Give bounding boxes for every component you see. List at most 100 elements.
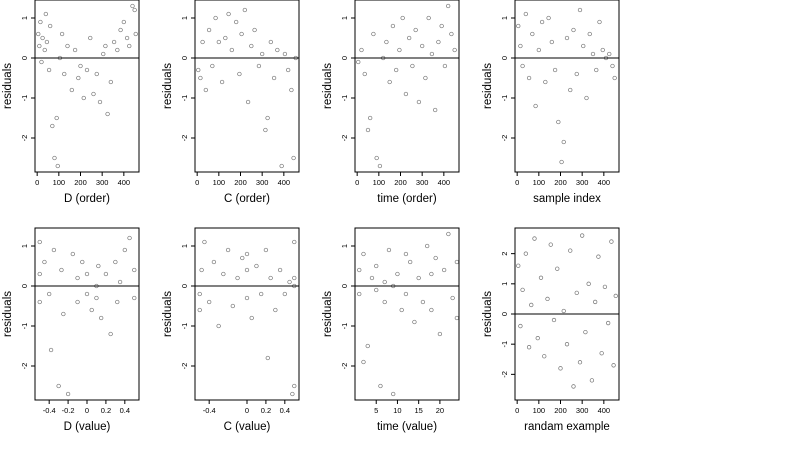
data-point — [454, 315, 460, 321]
data-point — [558, 366, 563, 371]
data-point — [211, 259, 217, 265]
x-axis-title: D (order) — [64, 193, 110, 205]
data-point — [254, 263, 259, 269]
y-tick-label: 0 — [500, 312, 509, 316]
scatter-panel-8: 0 100 200 300 400 -2 -1 0 1 2 randam example residu… — [482, 227, 620, 433]
x-tick-label: 200 — [234, 178, 247, 187]
data-point — [374, 155, 379, 161]
data-point — [122, 247, 127, 253]
x-tick-label: 400 — [118, 178, 131, 187]
data-point — [226, 11, 231, 17]
data-point — [362, 71, 367, 77]
data-point — [37, 271, 42, 277]
data-point — [234, 19, 239, 25]
data-point — [423, 75, 428, 81]
data-point — [391, 283, 396, 289]
data-point — [403, 91, 409, 97]
x-tick-label: 100 — [373, 178, 386, 187]
y-tick-label: -1 — [500, 95, 509, 102]
data-point — [606, 320, 611, 326]
x-tick-label: 300 — [416, 178, 429, 187]
data-point — [260, 51, 265, 57]
data-point — [38, 19, 43, 25]
data-point — [78, 63, 83, 69]
x-tick-label: 0.4 — [280, 406, 290, 415]
data-point — [275, 47, 280, 53]
data-point — [420, 299, 426, 305]
data-point — [108, 331, 113, 337]
data-point — [96, 263, 101, 269]
data-point — [403, 251, 409, 257]
data-point — [70, 251, 75, 257]
scatter-panel-6: -0.4 0 0.2 0.4 -2 -1 0 1 C (value) residuals — [162, 227, 300, 433]
data-point — [44, 39, 50, 45]
data-point — [555, 266, 560, 271]
x-axis-title: C (order) — [224, 193, 270, 205]
data-point — [202, 239, 207, 245]
data-point — [89, 307, 94, 313]
data-point — [449, 31, 454, 37]
y-tick-label: 0 — [20, 284, 29, 288]
data-point — [410, 63, 415, 69]
x-tick-label: 400 — [438, 178, 451, 187]
y-tick-label: -1 — [500, 341, 509, 348]
data-point — [65, 391, 71, 397]
data-point — [56, 383, 61, 389]
data-point — [52, 155, 57, 161]
data-point — [613, 293, 618, 299]
data-point — [546, 15, 551, 21]
x-axis-title: time (order) — [377, 193, 437, 205]
y-tick-label: 0 — [340, 284, 349, 288]
x-tick-label: 400 — [598, 406, 611, 415]
data-point — [520, 287, 525, 293]
data-point — [574, 290, 579, 296]
data-point — [249, 43, 254, 49]
x-axis-title: C (value) — [224, 421, 271, 433]
data-point — [65, 43, 70, 49]
data-point — [291, 155, 296, 161]
x-tick-label: 200 — [74, 178, 87, 187]
data-point — [244, 251, 250, 257]
data-point — [84, 67, 90, 73]
data-point — [91, 91, 96, 97]
data-point — [374, 287, 379, 293]
x-tick-label: 200 — [394, 178, 407, 187]
data-point — [203, 87, 208, 93]
data-point — [516, 23, 521, 29]
data-point — [571, 27, 576, 33]
y-axis-title: residuals — [482, 63, 494, 109]
data-point — [516, 263, 521, 268]
x-axis-title: D (value) — [64, 421, 111, 433]
y-tick-label: -2 — [500, 371, 509, 378]
data-point — [69, 87, 74, 93]
data-point — [259, 291, 264, 297]
data-point — [387, 79, 392, 85]
data-point — [530, 31, 535, 37]
data-point — [361, 251, 366, 257]
plot-frame — [354, 227, 460, 401]
data-point — [581, 43, 586, 49]
data-point — [94, 283, 99, 289]
data-point — [268, 275, 273, 281]
scatter-panel-5: -0.4 -0.2 0 0.2 0.4 -2 -1 0 1 D (value) residuals — [2, 227, 140, 433]
x-tick-label: 0 — [515, 406, 519, 415]
data-point — [556, 119, 561, 125]
data-point — [216, 39, 221, 45]
data-point — [564, 342, 570, 347]
y-tick-label: -1 — [180, 95, 189, 102]
data-point — [289, 87, 294, 93]
data-point — [602, 284, 608, 289]
data-point — [371, 31, 376, 37]
data-point — [81, 95, 86, 101]
y-axis-title: residuals — [482, 291, 494, 337]
y-tick-label: 0 — [500, 56, 509, 60]
data-point — [446, 231, 451, 237]
x-tick-label: 5 — [374, 406, 378, 415]
data-point — [97, 99, 103, 105]
data-point — [454, 259, 460, 265]
data-point — [416, 275, 421, 281]
data-point — [263, 127, 268, 133]
x-tick-label: 20 — [436, 406, 444, 415]
data-point — [580, 233, 585, 238]
data-point — [574, 71, 579, 77]
